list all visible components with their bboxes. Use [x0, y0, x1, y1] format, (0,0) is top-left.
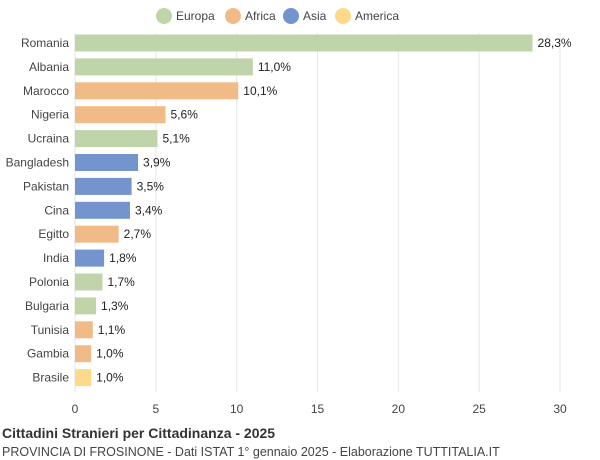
category-label: Cina: [44, 203, 69, 217]
value-label: 1,3%: [101, 299, 129, 313]
bar: [75, 154, 139, 171]
value-label: 28,3%: [538, 36, 572, 50]
x-tick-label: 10: [230, 402, 244, 416]
category-label: Polonia: [29, 275, 69, 289]
value-label: 3,4%: [135, 203, 163, 217]
bar: [75, 58, 253, 76]
bar: [75, 225, 119, 243]
category-label: Bulgaria: [25, 299, 69, 313]
category-label: Tunisia: [31, 323, 70, 337]
value-label: 11,0%: [258, 60, 291, 74]
legend-label: Europa: [176, 9, 215, 23]
bar: [75, 369, 92, 387]
bar: [75, 82, 239, 100]
value-label: 5,1%: [162, 132, 190, 146]
x-tick-label: 0: [72, 402, 79, 416]
value-label: 1,7%: [107, 275, 135, 289]
bar: [75, 34, 533, 52]
chart-title: Cittadini Stranieri per Cittadinanza - 2…: [2, 425, 276, 441]
value-label: 1,8%: [109, 251, 137, 265]
category-label: Romania: [21, 36, 69, 50]
bar: [75, 177, 132, 195]
category-label: Egitto: [38, 227, 69, 241]
value-label: 3,5%: [137, 179, 165, 193]
legend-swatch: [283, 8, 299, 24]
value-label: 5,6%: [171, 108, 199, 122]
bar-chart-svg: Europa Africa Asia America Romania 28,3% Alba…: [6, 8, 572, 416]
x-tick-label: 30: [553, 402, 567, 416]
value-label: 10,1%: [243, 84, 277, 98]
value-label: 1,1%: [98, 323, 126, 337]
bar: [75, 130, 158, 148]
category-label: Gambia: [27, 347, 69, 361]
bar: [75, 201, 130, 219]
category-label: Pakistan: [23, 179, 69, 193]
category-label: Brasile: [32, 371, 69, 385]
x-tick-label: 25: [472, 402, 486, 416]
legend-item: Asia: [283, 8, 327, 24]
legend-item: Europa: [156, 8, 215, 24]
bar: [75, 321, 93, 339]
x-axis: 0 5 10 15 20 25 30: [72, 402, 567, 416]
value-label: 2,7%: [124, 227, 152, 241]
value-label: 3,9%: [143, 156, 171, 170]
bar: [75, 345, 92, 363]
bar: [75, 273, 103, 291]
chart-subtitle: PROVINCIA DI FROSINONE - Dati ISTAT 1° g…: [2, 445, 500, 459]
bar: [75, 249, 105, 267]
value-label: 1,0%: [96, 347, 124, 361]
x-tick-label: 15: [311, 402, 325, 416]
category-label: Nigeria: [31, 108, 69, 122]
value-label: 1,0%: [96, 371, 124, 385]
legend-swatch: [156, 8, 172, 24]
x-tick-label: 20: [392, 402, 406, 416]
category-label: Bangladesh: [6, 156, 69, 170]
legend-label: Africa: [245, 9, 276, 23]
bar: [75, 106, 166, 124]
category-label: Ucraina: [28, 132, 70, 146]
bar: [75, 297, 97, 315]
category-label: India: [43, 251, 69, 265]
legend-label: Asia: [303, 9, 327, 23]
category-label: Marocco: [23, 84, 69, 98]
bars: Romania 28,3% Albania 11,0% Marocco 10,1% Nige…: [6, 34, 572, 387]
legend-swatch: [225, 8, 241, 24]
legend-label: America: [355, 9, 399, 23]
legend-item: Africa: [225, 8, 276, 24]
legend: Europa Africa Asia America: [156, 8, 399, 24]
legend-swatch: [335, 8, 351, 24]
x-tick-label: 5: [152, 402, 159, 416]
legend-item: America: [335, 8, 399, 24]
category-label: Albania: [29, 60, 69, 74]
